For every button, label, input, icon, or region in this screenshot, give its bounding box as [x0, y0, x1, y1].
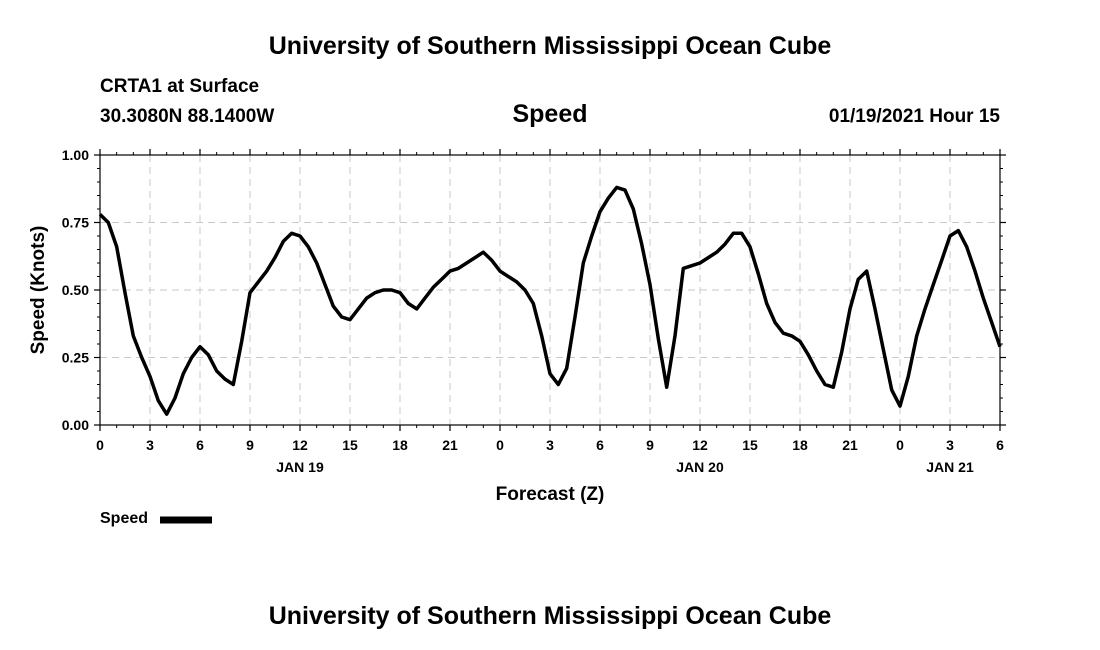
x-tick-label: 0: [496, 437, 504, 453]
x-tick-label: 21: [442, 437, 458, 453]
chart-top-title: University of Southern Mississippi Ocean…: [268, 32, 832, 60]
x-tick-label: 9: [246, 437, 254, 453]
date-label: JAN 20: [676, 459, 724, 475]
x-tick-label: 21: [842, 437, 858, 453]
x-axis-title: Forecast (Z): [496, 484, 605, 505]
x-tick-label: 9: [646, 437, 654, 453]
chart-title: Speed: [512, 100, 588, 128]
x-tick-label: 15: [742, 437, 758, 453]
y-tick-label: 0.75: [62, 215, 89, 231]
station-coordinates: 30.3080N 88.1400W: [100, 106, 275, 127]
x-tick-label: 3: [946, 437, 954, 453]
y-tick-label: 1.00: [62, 147, 89, 163]
x-tick-label: 6: [596, 437, 604, 453]
y-axis-title: Speed (Knots): [28, 226, 49, 355]
date-label: JAN 21: [926, 459, 974, 475]
x-tick-label: 0: [896, 437, 904, 453]
x-tick-label: 6: [996, 437, 1004, 453]
x-tick-label: 12: [292, 437, 308, 453]
x-tick-label: 3: [146, 437, 154, 453]
axis-ticks: [94, 149, 1006, 431]
y-tick-label: 0.00: [62, 417, 89, 433]
y-tick-label: 0.25: [62, 350, 89, 366]
x-tick-label: 18: [392, 437, 408, 453]
legend-label: Speed: [100, 510, 149, 527]
x-tick-label: 3: [546, 437, 554, 453]
speed-series-line: [98, 185, 1002, 416]
date-label: JAN 19: [276, 459, 324, 475]
station-label: CRTA1 at Surface: [100, 76, 260, 97]
x-tick-label: 0: [96, 437, 104, 453]
x-tick-label: 15: [342, 437, 358, 453]
forecast-datetime: 01/19/2021 Hour 15: [828, 106, 1000, 127]
chart-bottom-title: University of Southern Mississippi Ocean…: [268, 602, 832, 630]
x-tick-label: 18: [792, 437, 808, 453]
x-tick-label: 6: [196, 437, 204, 453]
x-tick-label: 12: [692, 437, 708, 453]
tick-labels: 0.00 0.25 0.50 0.75 1.00 0 3 6 9 12 15 18 21 0 3 6 9 12 15…: [62, 147, 1004, 475]
y-tick-label: 0.50: [62, 282, 89, 298]
